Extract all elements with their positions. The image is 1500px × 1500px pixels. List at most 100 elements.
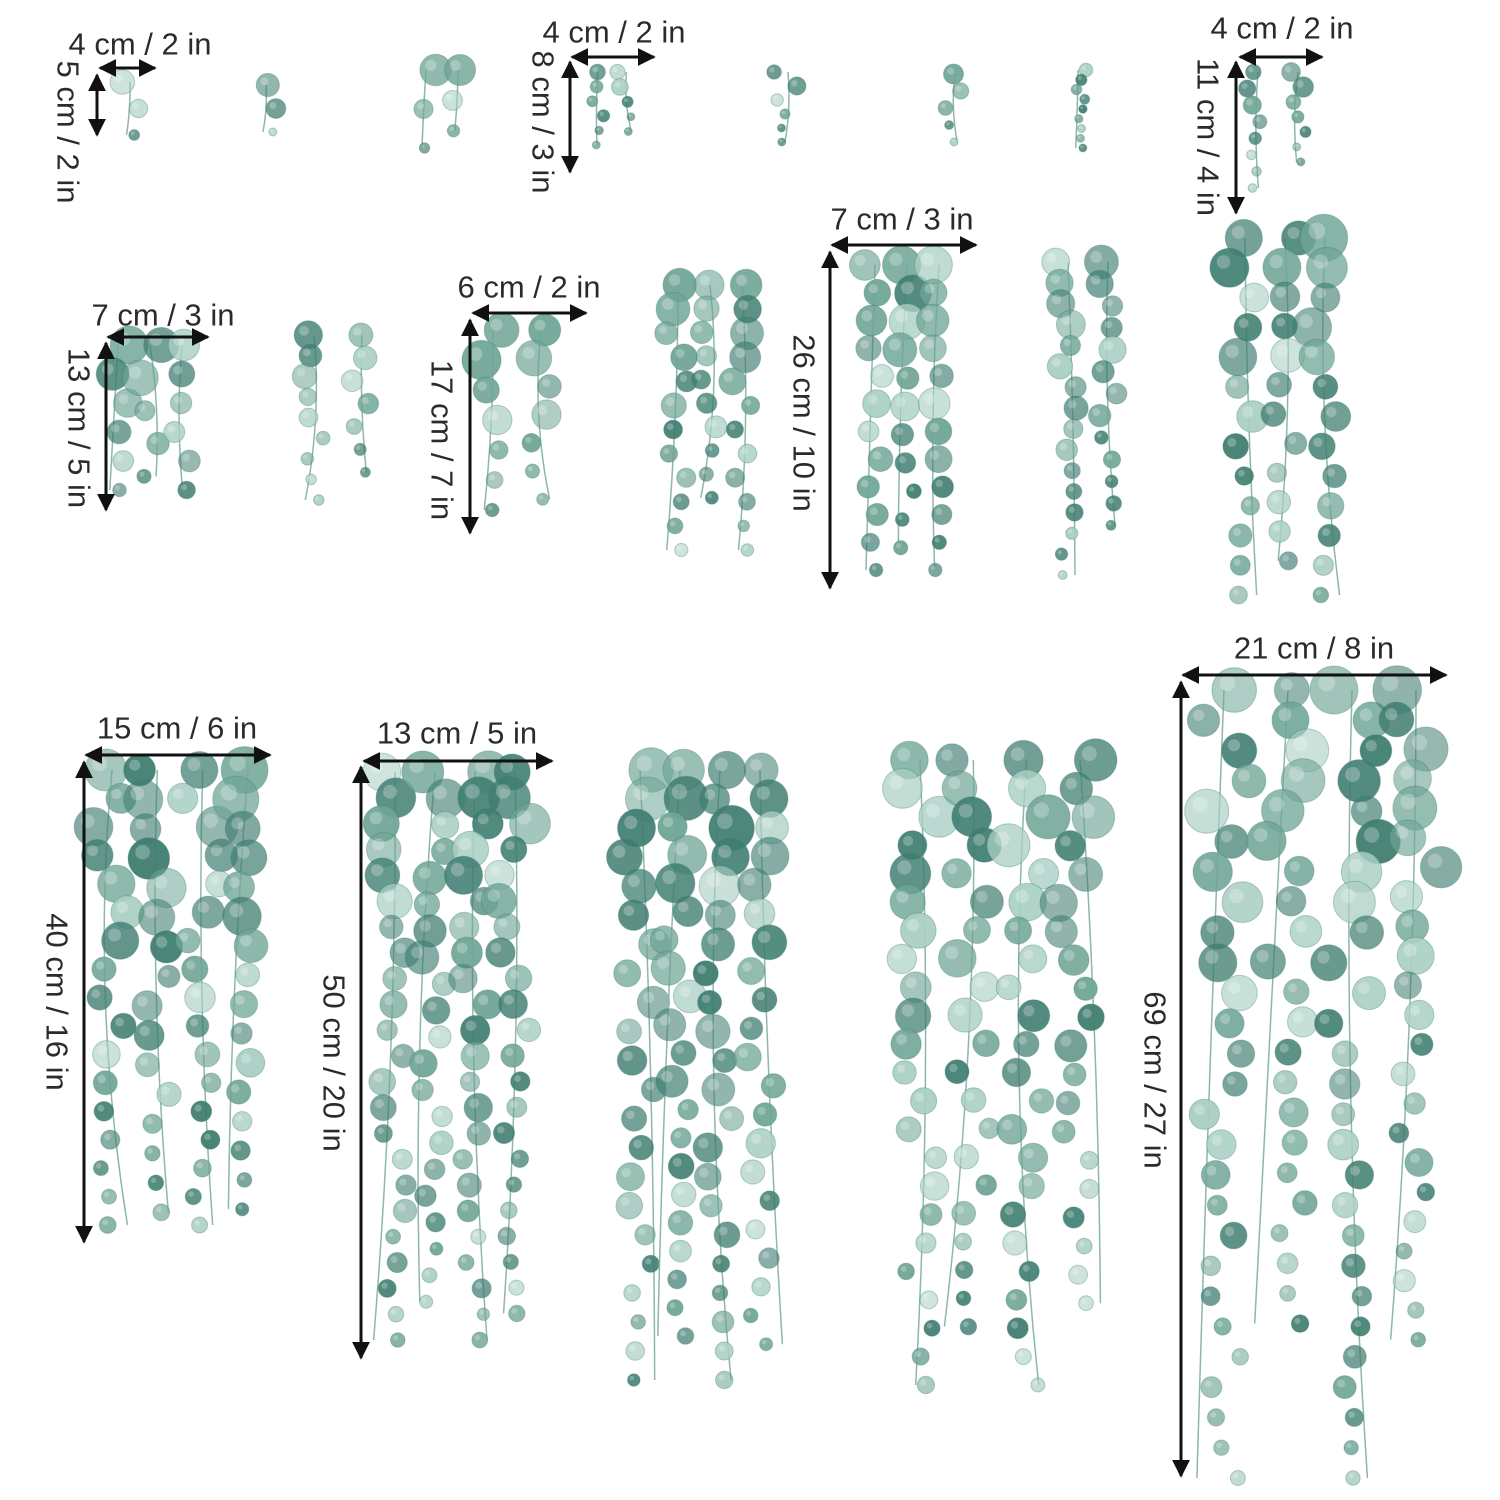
- leaf-highlight: [618, 964, 628, 974]
- leaf-highlight: [1322, 497, 1332, 507]
- leaf-highlight: [871, 565, 877, 571]
- vine-decal: [1041, 244, 1128, 580]
- leaf-highlight: [384, 995, 395, 1006]
- leaf-highlight: [723, 372, 733, 382]
- leaf-highlight: [625, 128, 629, 132]
- leaf: [1269, 281, 1301, 313]
- leaf-highlight: [1248, 67, 1254, 73]
- leaf-highlight: [115, 485, 120, 491]
- leaf: [670, 343, 698, 372]
- leaf: [174, 927, 201, 954]
- leaf-highlight: [458, 837, 472, 851]
- leaf-highlight: [1288, 436, 1297, 444]
- leaf: [1278, 551, 1299, 571]
- leaf-highlight: [940, 103, 946, 109]
- leaf: [1249, 943, 1287, 980]
- leaf-highlight: [132, 102, 139, 109]
- leaf-highlight: [153, 875, 168, 889]
- leaf: [882, 768, 923, 809]
- leaf: [1102, 450, 1122, 469]
- leaf-highlight: [203, 813, 219, 828]
- leaf-highlight: [861, 310, 873, 322]
- leaf: [123, 779, 164, 820]
- leaf: [1299, 125, 1312, 138]
- leaf-highlight: [187, 758, 201, 771]
- leaf: [657, 811, 688, 842]
- leaf: [1200, 1286, 1221, 1307]
- leaf: [672, 493, 690, 511]
- leaf-highlight: [503, 994, 514, 1005]
- leaf-highlight: [1326, 468, 1335, 477]
- leaf-highlight: [237, 846, 250, 859]
- leaf-highlight: [1010, 1321, 1019, 1329]
- leaf-highlight: [387, 970, 396, 980]
- vine-decal: [362, 750, 551, 1349]
- leaf: [200, 1129, 221, 1150]
- leaf-highlight: [935, 479, 944, 488]
- leaf: [291, 363, 318, 390]
- leaf-highlight: [963, 1321, 969, 1328]
- leaf: [697, 989, 723, 1015]
- leaf-highlight: [896, 890, 909, 903]
- leaf-highlight: [1060, 1095, 1069, 1104]
- leaf-highlight: [388, 1231, 394, 1238]
- leaf-highlight: [749, 1223, 756, 1230]
- leaf-highlight: [626, 1287, 633, 1294]
- leaf: [1403, 1210, 1427, 1234]
- leaf: [890, 422, 915, 447]
- leaf-highlight: [1277, 1074, 1286, 1083]
- leaf: [1388, 1122, 1410, 1144]
- leaf: [112, 450, 135, 472]
- leaf: [193, 1158, 212, 1178]
- leaf-highlight: [900, 1266, 907, 1272]
- leaf: [152, 1203, 171, 1222]
- leaf: [1247, 183, 1258, 193]
- leaf-highlight: [1081, 746, 1097, 762]
- leaf: [404, 940, 440, 975]
- leaf-highlight: [898, 456, 906, 464]
- leaf-highlight: [708, 419, 717, 428]
- leaf-highlight: [1023, 1177, 1033, 1187]
- leaf: [1101, 295, 1124, 317]
- leaf: [611, 78, 629, 96]
- leaf: [862, 389, 891, 419]
- leaf-highlight: [108, 928, 122, 942]
- leaf: [1296, 157, 1306, 167]
- leaf: [498, 989, 528, 1019]
- leaf-highlight: [791, 80, 798, 87]
- leaf-highlight: [592, 82, 597, 87]
- leaf-highlight: [1346, 1443, 1352, 1448]
- leaf-highlight: [1004, 1206, 1014, 1216]
- leaf-highlight: [645, 1258, 652, 1265]
- leaf-highlight: [1007, 1063, 1018, 1074]
- leaf: [857, 420, 880, 443]
- leaf-highlight: [417, 102, 424, 110]
- leaf: [1393, 971, 1423, 1000]
- leaf-highlight: [698, 1138, 709, 1149]
- leaf: [1327, 1128, 1360, 1161]
- leaf-highlight: [1340, 888, 1356, 904]
- leaf-highlight: [1227, 437, 1237, 447]
- leaf-highlight: [424, 1270, 430, 1276]
- leaf: [924, 417, 953, 446]
- leaf-highlight: [1265, 406, 1274, 415]
- leaf: [1308, 432, 1336, 461]
- leaf-highlight: [101, 363, 114, 375]
- leaf: [1228, 523, 1253, 548]
- leaf-highlight: [665, 397, 675, 407]
- leaf: [353, 442, 367, 456]
- leaf: [953, 1144, 979, 1170]
- leaf-highlight: [1282, 554, 1289, 562]
- leaf-highlight: [749, 903, 761, 915]
- leaf-highlight: [1285, 65, 1292, 73]
- leaf-highlight: [926, 1322, 933, 1329]
- leaf-highlight: [895, 427, 903, 436]
- leaf: [382, 966, 408, 991]
- leaf: [863, 278, 892, 307]
- leaf-highlight: [763, 1194, 771, 1202]
- leaf-highlight: [137, 996, 148, 1007]
- leaf: [674, 542, 689, 558]
- leaf: [641, 1254, 660, 1273]
- leaf-highlight: [1333, 1134, 1344, 1146]
